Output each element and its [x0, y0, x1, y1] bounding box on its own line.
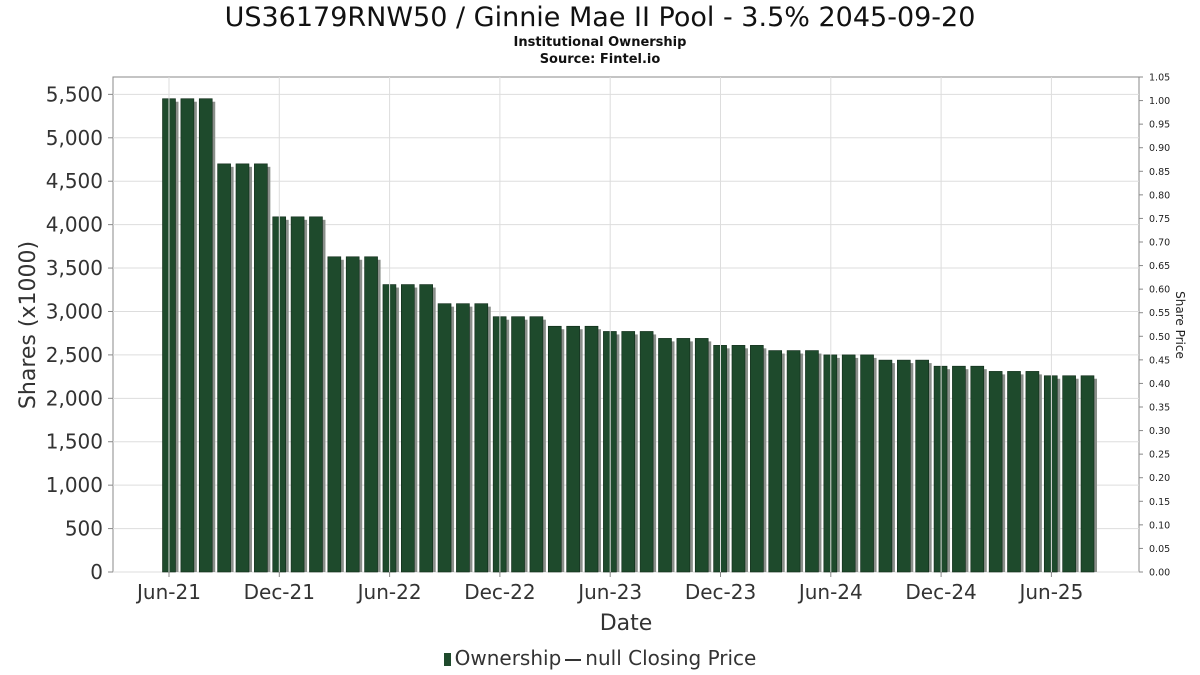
ownership-bar	[896, 359, 911, 573]
ownership-bar	[364, 256, 378, 573]
ownership-bar	[474, 303, 489, 573]
ownership-bar	[309, 216, 323, 573]
y-tick-label: 2,500	[46, 343, 103, 367]
x-tick-label: Dec-21	[244, 580, 315, 604]
ownership-bar	[786, 350, 801, 573]
ownership-bar	[566, 325, 580, 573]
ownership-bar	[584, 325, 599, 573]
ownership-bar	[198, 98, 213, 573]
ownership-bar	[639, 331, 654, 573]
ownership-bar	[952, 365, 966, 573]
x-tick-label: Jun-25	[1017, 580, 1083, 604]
ownership-bar	[915, 359, 929, 573]
y2-tick-label: 0.60	[1149, 285, 1170, 296]
ownership-bar	[345, 256, 360, 573]
y-tick-label: 4,000	[46, 213, 103, 237]
x-tick-label: Dec-24	[905, 580, 976, 604]
x-tick-label: Jun-21	[135, 580, 201, 604]
y-axis-label: Shares (x1000)	[16, 241, 41, 409]
y-tick-label: 0	[90, 560, 103, 584]
y2-tick-label: 0.90	[1149, 143, 1170, 154]
y2-tick-label: 1.00	[1149, 96, 1170, 107]
ownership-bar	[970, 365, 985, 573]
y2-tick-label: 0.55	[1149, 308, 1170, 319]
x-tick-label: Dec-23	[685, 580, 756, 604]
y2-tick-label: 1.05	[1149, 73, 1170, 84]
ownership-bar	[988, 371, 1003, 573]
y-tick-label: 1,000	[46, 473, 103, 497]
y2-tick-label: 0.20	[1149, 473, 1170, 484]
ownership-bar	[1080, 375, 1095, 573]
ownership-bar	[676, 338, 691, 573]
ownership-bar	[456, 303, 470, 573]
ownership-bar	[254, 163, 268, 573]
ownership-bar	[290, 216, 305, 573]
y2-tick-label: 0.45	[1149, 355, 1170, 366]
ownership-bar	[731, 345, 746, 573]
y2-tick-label: 0.40	[1149, 379, 1170, 390]
ownership-swatch	[443, 653, 451, 666]
y-tick-label: 500	[65, 517, 103, 541]
ownership-bar	[768, 350, 783, 573]
chart-source: Source: Fintel.io	[539, 52, 661, 67]
ownership-bar	[547, 325, 562, 573]
ownership-bar	[805, 350, 819, 573]
chart-subtitle: Institutional Ownership	[513, 35, 687, 50]
y2-tick-label: 0.10	[1149, 520, 1170, 531]
x-tick-label: Jun-22	[356, 580, 422, 604]
ownership-bar	[1062, 375, 1076, 573]
x-tick-label: Jun-23	[576, 580, 642, 604]
price-line-swatch	[565, 658, 582, 661]
y2-tick-label: 0.85	[1149, 167, 1170, 178]
legend-ownership-label: Ownership	[454, 646, 562, 670]
ownership-bar	[217, 163, 231, 573]
y-tick-label: 3,000	[46, 299, 103, 323]
y2-tick-label: 0.25	[1149, 450, 1170, 461]
ownership-bar	[750, 345, 764, 573]
ownership-bar	[419, 284, 433, 573]
y2-tick-label: 0.05	[1149, 544, 1170, 555]
y-tick-label: 1,500	[46, 430, 103, 454]
y-tick-label: 3,500	[46, 256, 103, 280]
y-tick-label: 5,000	[46, 126, 103, 150]
x-tick-label: Jun-24	[797, 580, 863, 604]
ownership-bar	[1007, 371, 1021, 573]
y2-tick-label: 0.95	[1149, 120, 1170, 131]
legend: Ownership null Closing Price	[0, 646, 1200, 670]
ownership-bar	[437, 303, 452, 573]
ownership-bar	[401, 284, 415, 573]
y2-tick-label: 0.65	[1149, 261, 1170, 272]
y-tick-label: 5,500	[46, 82, 103, 106]
ownership-bar	[235, 163, 250, 573]
ownership-bar	[1025, 371, 1040, 573]
y2-tick-label: 0.70	[1149, 238, 1170, 249]
ownership-bar	[529, 316, 544, 573]
y2-tick-label: 0.80	[1149, 190, 1170, 201]
ownership-bar	[180, 98, 195, 573]
ownership-bar	[933, 365, 948, 573]
chart-title: US36179RNW50 / Ginnie Mae II Pool - 3.5%…	[224, 2, 976, 33]
y-tick-label: 2,000	[46, 386, 103, 410]
y2-tick-label: 0.35	[1149, 403, 1170, 414]
x-axis-label: Date	[600, 611, 653, 636]
ownership-bar	[621, 331, 636, 573]
ownership-bar	[841, 354, 856, 573]
ownership-bar	[658, 338, 672, 573]
y2-axis-label: Share Price	[1173, 291, 1187, 359]
ownership-bar	[878, 359, 893, 573]
y2-tick-label: 0.00	[1149, 568, 1170, 579]
ownership-bar	[860, 354, 874, 573]
y-tick-label: 4,500	[46, 169, 103, 193]
y2-tick-label: 0.15	[1149, 497, 1170, 508]
ownership-bar	[694, 338, 709, 573]
ownership-bar	[1043, 375, 1058, 573]
x-tick-label: Dec-22	[464, 580, 535, 604]
legend-price-label: null Closing Price	[585, 646, 757, 670]
ownership-bar	[327, 256, 342, 573]
ownership-bar	[511, 316, 525, 573]
y2-tick-label: 0.50	[1149, 332, 1170, 343]
y2-tick-label: 0.75	[1149, 214, 1170, 225]
y2-tick-label: 0.30	[1149, 426, 1170, 437]
